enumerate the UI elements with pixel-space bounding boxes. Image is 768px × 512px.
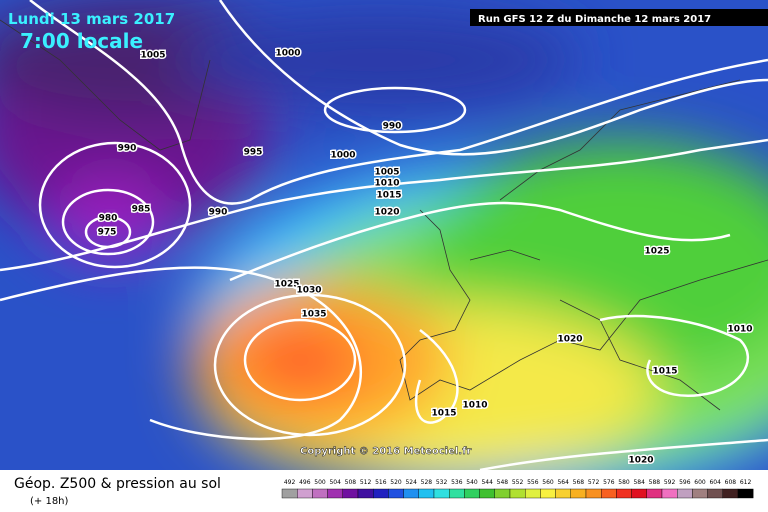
scale-swatch [722,488,739,499]
scale-label: 504 [329,479,341,486]
isobar-label: 1025 [274,280,299,290]
scale-label: 544 [481,479,493,486]
scale-swatch [418,488,435,499]
scale-swatch [281,488,298,499]
scale-label: 580 [618,479,630,486]
isobar-label: 1000 [275,49,300,59]
isobar-label: 1010 [462,401,487,411]
scale-label: 524 [405,479,417,486]
isobar-label: 1025 [644,247,669,257]
scale-label: 572 [588,479,600,486]
isobars [0,0,768,441]
isobar-label: 975 [98,228,117,238]
scale-label: 576 [603,479,615,486]
isobar-label: 1020 [374,208,399,218]
scale-swatch [707,488,723,499]
scale-swatch [297,488,313,499]
scale-label: 588 [649,479,661,486]
scale-swatch [692,488,708,499]
scale-swatch [433,488,450,499]
forecast-date: Lundi 13 mars 2017 [8,10,175,28]
scale-swatch [555,488,571,499]
scale-swatch [540,488,556,499]
scale-swatch [661,488,678,499]
scale-swatch [357,488,374,499]
scale-label: 584 [633,479,645,486]
isobar-label: 1015 [431,409,456,419]
scale-label: 496 [299,479,311,486]
scale-label: 532 [436,479,448,486]
scale-label: 596 [679,479,691,486]
isobar-label: 990 [383,122,402,132]
scale-swatch [479,488,496,499]
run-info: Run GFS 12 Z du Dimanche 12 mars 2017 [478,14,711,25]
scale-swatch [631,488,647,499]
isobar-label: 1010 [727,325,752,335]
scale-label: 520 [390,479,402,486]
scale-label: 536 [451,479,463,486]
scale-swatch [601,488,617,499]
scale-swatch [449,488,465,499]
isobar-label: 1030 [296,286,321,296]
scale-label: 516 [375,479,387,486]
isobar-label: 995 [244,148,263,158]
scale-label: 552 [512,479,524,486]
scale-swatch [570,488,587,499]
scale-label: 592 [664,479,676,486]
scale-label: 540 [466,479,478,486]
color-scale: 492 496 500 504 508 512 516 520 524 528 532 536 540 5… [281,479,754,499]
scale-label: 560 [542,479,554,486]
scale-label: 528 [421,479,433,486]
scale-label: 508 [345,479,357,486]
isobar-label: 990 [209,208,228,218]
isobar-label: 990 [118,144,137,154]
scale-label: 608 [725,479,737,486]
isobar-label: 985 [132,205,151,215]
isobar-label: 1015 [376,191,401,201]
scale-label: 556 [527,479,539,486]
scale-swatch [403,488,420,499]
scale-swatch [677,488,693,499]
scale-swatch [585,488,602,499]
isobar-label: 1010 [374,179,399,189]
scale-swatch [464,488,480,499]
scale-swatch [525,488,541,499]
isobar-label: 1015 [652,367,677,377]
isobar-label: 1020 [557,335,582,345]
scale-label: 600 [694,479,706,486]
scale-swatch [342,488,359,499]
scale-swatch [494,488,511,499]
isobar-label: 1000 [330,151,355,161]
scale-swatch [388,488,404,499]
scale-swatch [312,488,328,499]
scale-swatch [509,488,526,499]
isobar-label: 980 [99,214,118,224]
scale-swatch [373,488,389,499]
scale-label: 500 [314,479,326,486]
scale-label: 548 [497,479,509,486]
scale-label: 612 [740,479,752,486]
scale-swatch [327,488,344,499]
scale-label: 492 [284,479,296,486]
isobar-label: 1035 [301,310,326,320]
scale-swatch [737,488,754,499]
run-banner [470,9,768,26]
isobar-label: 1005 [374,168,399,178]
scale-label: 564 [557,479,569,486]
scale-label: 604 [709,479,721,486]
scale-swatch [646,488,663,499]
copyright: Copyright © 2016 Meteociel.fr [300,446,471,457]
forecast-time: 7:00 locale [20,29,143,53]
footer-title: Géop. Z500 & pression au sol [14,476,221,492]
isobar-label: 1005 [140,51,165,61]
map-background [0,0,768,500]
isobar-label: 1020 [628,456,653,466]
scale-label: 568 [573,479,585,486]
scale-label: 512 [360,479,372,486]
scale-swatch [616,488,632,499]
footer-lead: (+ 18h) [30,496,69,507]
